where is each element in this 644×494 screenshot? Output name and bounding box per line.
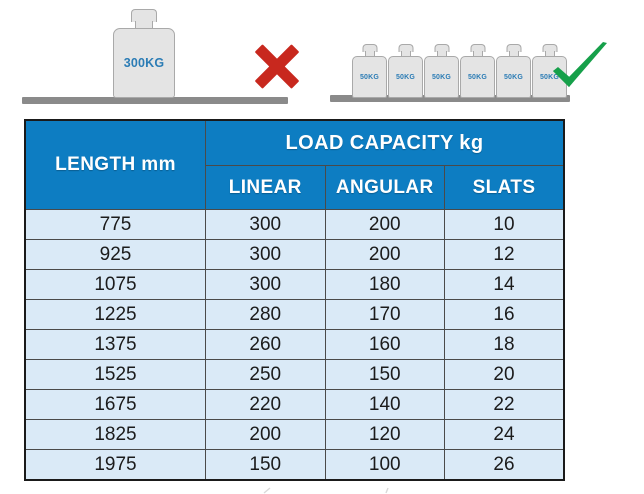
weight-body: 50KG — [424, 56, 459, 98]
table-head: LENGTH mm LOAD CAPACITY kg LINEAR ANGULA… — [24, 119, 565, 210]
weight-handle — [506, 44, 521, 52]
cell-linear: 280 — [205, 299, 326, 330]
load-capacity-table: LENGTH mm LOAD CAPACITY kg LINEAR ANGULA… — [24, 119, 565, 481]
weight-label: 50KG — [431, 73, 452, 81]
check-icon — [553, 42, 607, 87]
cell-length: 1075 — [24, 269, 206, 300]
weight-body: 300KG — [113, 28, 175, 98]
weight-label: 50KG — [503, 73, 524, 81]
cell-angular: 140 — [324, 389, 445, 420]
cell-length: 775 — [24, 209, 206, 240]
weight-body: 50KG — [388, 56, 423, 98]
weight-label: 50KG — [467, 73, 488, 81]
cell-angular: 100 — [324, 449, 445, 481]
cell-length: 1675 — [24, 389, 206, 420]
weight-neck — [436, 51, 447, 57]
cell-slats: 12 — [444, 239, 565, 270]
shelf-bar-right — [330, 95, 570, 102]
table-row: 1375 260 160 18 — [24, 329, 565, 360]
weight-50kg-4: 50KG — [460, 44, 495, 98]
cell-angular: 170 — [324, 299, 445, 330]
cell-length: 1225 — [24, 299, 206, 330]
cell-slats: 20 — [444, 359, 565, 390]
cell-angular: 160 — [324, 329, 445, 360]
cell-length: 925 — [24, 239, 206, 270]
cell-linear: 260 — [205, 329, 326, 360]
weight-50kg-5: 50KG — [496, 44, 531, 98]
table-row: 1225 280 170 16 — [24, 299, 565, 330]
cell-linear: 300 — [205, 239, 326, 270]
weight-body: 50KG — [496, 56, 531, 98]
weight-300kg: 300KG — [113, 9, 175, 98]
table-row: 775 300 200 10 — [24, 209, 565, 240]
weight-neck — [544, 51, 555, 57]
cell-angular: 200 — [324, 209, 445, 240]
weight-neck — [508, 51, 519, 57]
weight-50kg-2: 50KG — [388, 44, 423, 98]
cell-angular: 200 — [324, 239, 445, 270]
cell-angular: 150 — [324, 359, 445, 390]
weight-50kg-3: 50KG — [424, 44, 459, 98]
weight-label: 50KG — [359, 73, 380, 81]
cell-linear: 300 — [205, 209, 326, 240]
table-row: 1825 200 120 24 — [24, 419, 565, 450]
cell-length: 1525 — [24, 359, 206, 390]
cell-linear: 250 — [205, 359, 326, 390]
weight-neck — [135, 21, 153, 31]
weight-handle — [131, 9, 157, 22]
weight-handle — [470, 44, 485, 52]
shelf-bar-left — [22, 97, 288, 104]
weight-body: 50KG — [460, 56, 495, 98]
header-slats: SLATS — [444, 165, 565, 210]
cell-linear: 220 — [205, 389, 326, 420]
cell-slats: 26 — [444, 449, 565, 481]
header-linear: LINEAR — [205, 165, 326, 210]
cell-linear: 300 — [205, 269, 326, 300]
weight-neck — [364, 51, 375, 57]
header-length: LENGTH mm — [24, 119, 206, 210]
cell-length: 1825 — [24, 419, 206, 450]
weight-label: 50KG — [539, 73, 560, 81]
cell-linear: 200 — [205, 419, 326, 450]
cell-angular: 180 — [324, 269, 445, 300]
table-row: 1075 300 180 14 — [24, 269, 565, 300]
weight-neck — [472, 51, 483, 57]
cell-slats: 22 — [444, 389, 565, 420]
weight-50kg-1: 50KG — [352, 44, 387, 98]
weight-handle — [434, 44, 449, 52]
header-load-capacity: LOAD CAPACITY kg — [205, 119, 565, 166]
table-row: 1975 150 100 26 — [24, 449, 565, 481]
weight-handle — [542, 44, 557, 52]
page-edge-artifact — [263, 487, 389, 494]
cell-slats: 16 — [444, 299, 565, 330]
load-distribution-illustration: 300KG 50KG 50KG 50KG 50KG — [0, 0, 644, 112]
table-row: 925 300 200 12 — [24, 239, 565, 270]
table-header-row-2: LINEAR ANGULAR SLATS — [25, 165, 565, 210]
cell-linear: 150 — [205, 449, 326, 481]
cell-angular: 120 — [324, 419, 445, 450]
table-row: 1675 220 140 22 — [24, 389, 565, 420]
cross-icon — [252, 41, 302, 91]
cell-length: 1975 — [24, 449, 206, 481]
header-angular: ANGULAR — [324, 165, 445, 210]
weight-body: 50KG — [352, 56, 387, 98]
weight-label: 300KG — [123, 56, 165, 70]
table-row: 1525 250 150 20 — [24, 359, 565, 390]
weight-handle — [362, 44, 377, 52]
weight-label: 50KG — [395, 73, 416, 81]
table-header-row-1: LENGTH mm LOAD CAPACITY kg — [24, 119, 565, 210]
cell-slats: 10 — [444, 209, 565, 240]
cell-slats: 14 — [444, 269, 565, 300]
cell-slats: 18 — [444, 329, 565, 360]
cell-length: 1375 — [24, 329, 206, 360]
weight-handle — [398, 44, 413, 52]
weight-neck — [400, 51, 411, 57]
cell-slats: 24 — [444, 419, 565, 450]
table-body: 775 300 200 10 925 300 200 12 1075 300 1… — [24, 209, 565, 481]
